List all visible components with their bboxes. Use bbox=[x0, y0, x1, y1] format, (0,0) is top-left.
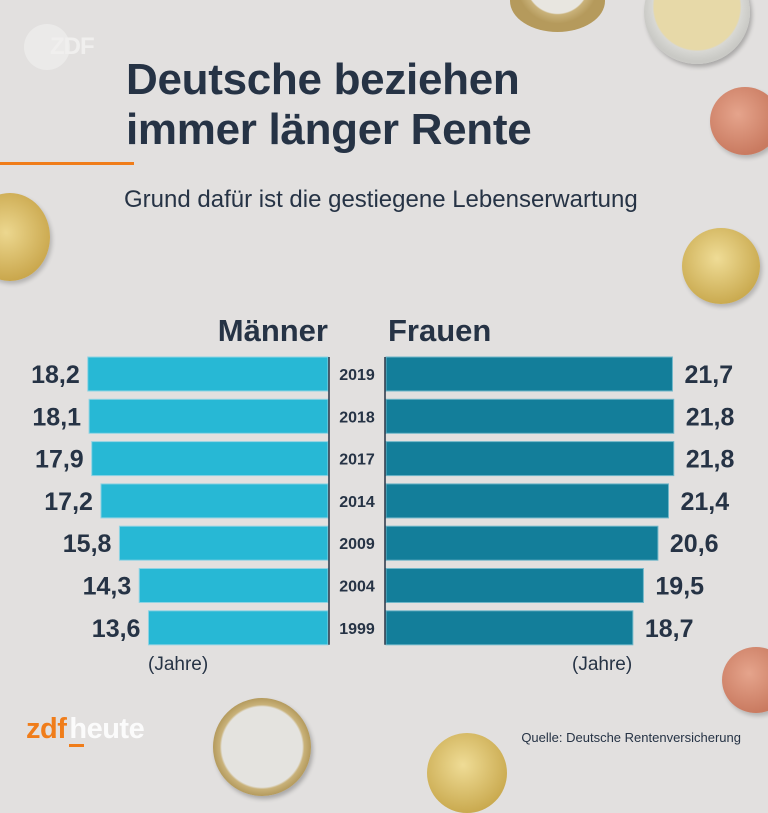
value-label-men: 17,2 bbox=[44, 488, 93, 516]
zdfheute-logo: zdf heute bbox=[26, 713, 145, 747]
value-label-men: 14,3 bbox=[83, 573, 132, 601]
bar-men-2004 bbox=[138, 568, 329, 603]
bar-women-2018 bbox=[385, 398, 675, 434]
value-label-women: 20,6 bbox=[670, 530, 719, 558]
title-line-1: Deutsche beziehen bbox=[126, 55, 520, 104]
subtitle: Grund dafür ist die gestiegene Lebenserw… bbox=[124, 186, 638, 213]
bar-women-2014 bbox=[385, 483, 669, 519]
bar-women-2004 bbox=[385, 568, 644, 603]
value-label-men: 18,2 bbox=[31, 361, 80, 389]
bar-women-2019 bbox=[385, 356, 673, 392]
category-label: 2009 bbox=[339, 536, 375, 553]
10-cent-coin-icon bbox=[682, 228, 760, 304]
category-label: 2017 bbox=[339, 452, 375, 469]
unit-label-men: (Jahre) bbox=[148, 654, 209, 675]
unit-label-women: (Jahre) bbox=[572, 654, 633, 675]
5-cent-coin-icon bbox=[710, 87, 768, 155]
source-note: Quelle: Deutsche Rentenversicherung bbox=[521, 730, 741, 745]
bar-men-2019 bbox=[87, 356, 329, 392]
category-label: 2004 bbox=[339, 579, 375, 596]
bar-men-2018 bbox=[88, 398, 329, 434]
title-line-2: immer länger Rente bbox=[126, 105, 532, 154]
bar-men-2017 bbox=[91, 441, 329, 477]
category-label: 2018 bbox=[339, 409, 375, 426]
bar-men-2009 bbox=[118, 525, 329, 561]
value-label-men: 13,6 bbox=[92, 615, 141, 643]
logo-heute: heute bbox=[69, 713, 145, 747]
value-label-women: 19,5 bbox=[655, 573, 704, 601]
zdf-watermark-text: ZDF bbox=[50, 33, 95, 60]
bar-women-1999 bbox=[385, 610, 634, 646]
value-label-men: 17,9 bbox=[35, 446, 84, 474]
logo-zdf: zdf bbox=[26, 713, 67, 745]
page-title: Deutsche beziehen immer länger Rente bbox=[126, 55, 532, 155]
bar-men-2014 bbox=[100, 483, 329, 519]
series-label-men: Männer bbox=[217, 313, 328, 348]
value-label-women: 21,8 bbox=[686, 446, 735, 474]
value-label-men: 15,8 bbox=[63, 530, 112, 558]
value-label-women: 21,7 bbox=[684, 361, 733, 389]
zdf-watermark-icon bbox=[24, 24, 70, 70]
category-label: 2014 bbox=[339, 494, 375, 511]
value-label-men: 18,1 bbox=[32, 403, 81, 431]
value-label-women: 18,7 bbox=[645, 615, 694, 643]
accent-divider bbox=[0, 162, 134, 165]
value-label-women: 21,8 bbox=[686, 403, 735, 431]
bar-women-2009 bbox=[385, 525, 659, 561]
bar-men-1999 bbox=[147, 610, 329, 646]
series-label-women: Frauen bbox=[388, 313, 492, 348]
category-label: 1999 bbox=[339, 621, 375, 638]
bar-women-2017 bbox=[385, 441, 675, 477]
category-label: 2019 bbox=[339, 367, 375, 384]
butterfly-bar-chart: 18,2 21,7 2019 18,1 21,8 2018 17,9 21,8 2017 17,2… bbox=[31, 356, 735, 646]
value-label-women: 21,4 bbox=[680, 488, 729, 516]
